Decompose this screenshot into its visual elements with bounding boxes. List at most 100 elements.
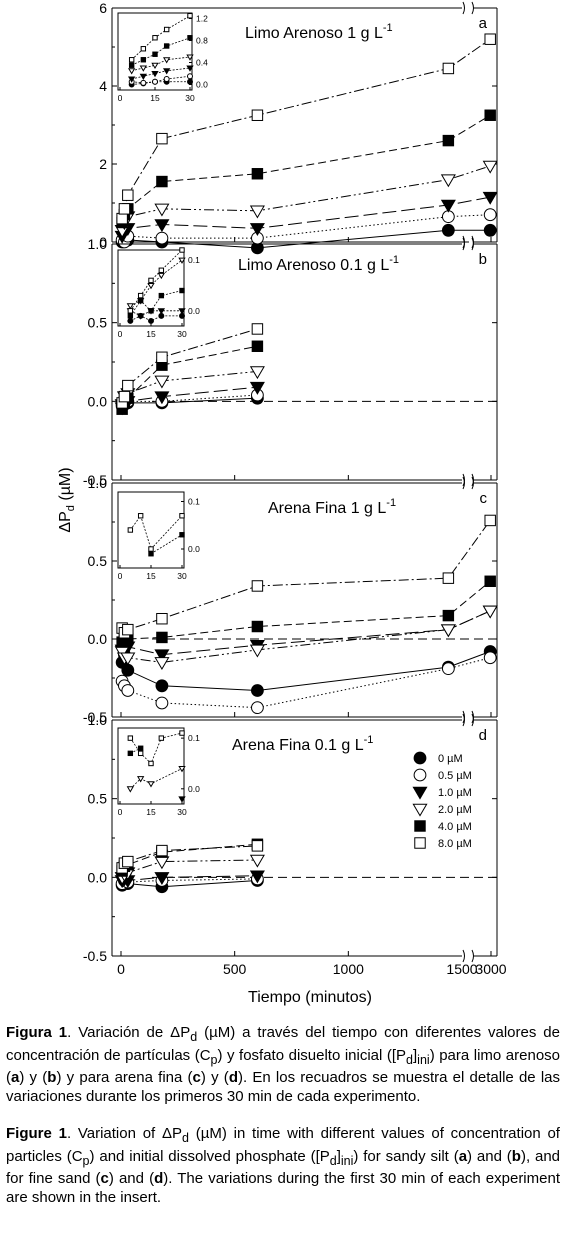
axis-break-mark [471, 713, 474, 727]
inset-point-1-0-m [139, 73, 148, 81]
panel-letter: c [480, 490, 488, 507]
data-point-2-0-m [154, 856, 170, 870]
inset-point-4-0-m [158, 292, 165, 299]
inset-x-tick-label: 30 [177, 571, 187, 581]
data-point-2-0-m [482, 160, 498, 174]
inset-point-1-0-m [186, 65, 194, 72]
data-point-2-0-m [440, 174, 456, 188]
legend-label: 0.5 µM [438, 770, 472, 782]
data-point-1-0-m [154, 649, 170, 663]
data-point-1-0-m [249, 223, 265, 236]
data-point-2-0-m [154, 657, 170, 671]
inset-point-0-5-m [163, 76, 170, 82]
inset-point-2-0-m [139, 65, 148, 72]
inset-point-1-0-m [136, 313, 145, 320]
panel-title: Arena Fina 0.1 g L-1 [232, 734, 373, 754]
inset-point-8-0-m [152, 35, 158, 41]
axis-break-mark [462, 237, 465, 251]
data-point-8-0-m [156, 844, 168, 857]
inset-point-4-0-m [152, 51, 158, 57]
inset-y-tick-label: 0.4 [196, 58, 208, 68]
inset-point-4-0-m [148, 551, 154, 557]
series-line-1-0-m [121, 875, 258, 881]
inset-line-4-0-m [150, 534, 183, 555]
series-line-2-0-m [121, 610, 491, 663]
inset-point-1-0-m [162, 68, 171, 75]
inset-point-2-0-m [147, 282, 155, 290]
data-point-8-0-m [156, 612, 168, 625]
caption-label: Figure 1 [6, 1125, 67, 1142]
inset-y-tick-label: 0.0 [188, 784, 200, 794]
data-point-8-0-m [116, 212, 128, 225]
inset-point-0-m [148, 317, 154, 324]
axis-break-mark [462, 713, 465, 727]
series-line-1-0-m [121, 196, 491, 237]
inset-line-1-0-m [130, 310, 182, 317]
data-point-4-0-m [484, 575, 496, 588]
y-axis-label: ΔPd (µM) [57, 467, 77, 532]
y-tick-label: 0.0 [88, 393, 108, 409]
series-line-4-0-m [121, 114, 491, 223]
data-point-0-5-m [155, 231, 169, 245]
inset-x-tick-label: 30 [185, 93, 195, 103]
data-point-8-0-m [156, 132, 168, 145]
inset-x-tick-label: 30 [177, 329, 187, 339]
inset-point-4-0-m [127, 313, 134, 319]
series-line-0-m [121, 879, 258, 888]
x-tick-label: 3000 [475, 961, 506, 977]
x-tick-label: 1000 [333, 961, 364, 977]
inset-point-0-m [127, 317, 134, 324]
inset-point-8-0-m [137, 513, 144, 519]
y-tick-label: 0.0 [88, 869, 108, 885]
data-point-4-0-m [442, 609, 455, 622]
inset-a: 0 15 300.0 0.4 0.8 1.2 [117, 12, 208, 103]
inset-line-8-0-m [130, 514, 183, 550]
axis-break-mark [471, 949, 474, 963]
data-point-1-0-m [249, 870, 265, 884]
inset-x-tick-label: 0 [118, 329, 123, 339]
legend-marker-0-m [413, 751, 427, 765]
y-tick-label: 0 [99, 234, 107, 250]
y-tick-label: -0.5 [83, 709, 107, 725]
legend: 0 µM 0.5 µM 1.0 µM 2.0 µM 4.0 µM 8.0 µM [412, 751, 472, 850]
data-point-2-0-m [120, 652, 136, 666]
data-point-0-m [121, 663, 135, 677]
inset-point-4-0-m [140, 57, 147, 63]
inset-point-2-0-m [127, 68, 136, 75]
inset-point-8-0-m [128, 57, 135, 63]
axis-break-mark [471, 237, 474, 251]
y-tick-label: 1.0 [88, 236, 108, 252]
data-point-2-0-m [249, 205, 265, 219]
inset-point-8-0-m [137, 292, 144, 299]
data-point-0-m [251, 684, 264, 697]
inset-line-0-m [131, 81, 190, 85]
series-line-0-5-m [121, 394, 258, 405]
inset-x-tick-label: 15 [146, 329, 156, 339]
inset-frame [117, 12, 193, 91]
inset-point-1-0-m [127, 76, 136, 83]
data-point-0-5-m [251, 701, 264, 715]
data-point-2-0-m [154, 375, 170, 389]
data-point-2-0-m [249, 366, 265, 380]
inset-point-1-0-m [151, 71, 159, 78]
data-point-4-0-m [251, 340, 264, 352]
series-line-2-0-m [121, 859, 258, 878]
legend-marker-0-5-m [413, 768, 427, 782]
series-line-4-0-m [121, 843, 258, 872]
data-point-8-0-m [122, 623, 134, 636]
data-point-0-m [483, 223, 497, 237]
legend-marker-8-0-m [414, 837, 426, 849]
data-point-2-0-m [154, 203, 170, 217]
data-point-8-0-m [442, 62, 455, 75]
inset-y-tick-label: 0.8 [196, 36, 208, 46]
inset-point-4-0-m [163, 43, 170, 49]
inset-point-2-0-m [147, 781, 155, 788]
data-point-8-0-m [251, 580, 264, 592]
inset-c: 0 15 30 0.0 0.1 [117, 491, 200, 581]
data-point-8-0-m [118, 203, 131, 215]
inset-point-2-0-m [178, 257, 186, 264]
y-tick-label: 2 [99, 156, 107, 172]
inset-point-0-5-m [140, 79, 147, 86]
inset-line-2-0-m [130, 768, 183, 790]
data-point-4-0-m [442, 134, 455, 147]
